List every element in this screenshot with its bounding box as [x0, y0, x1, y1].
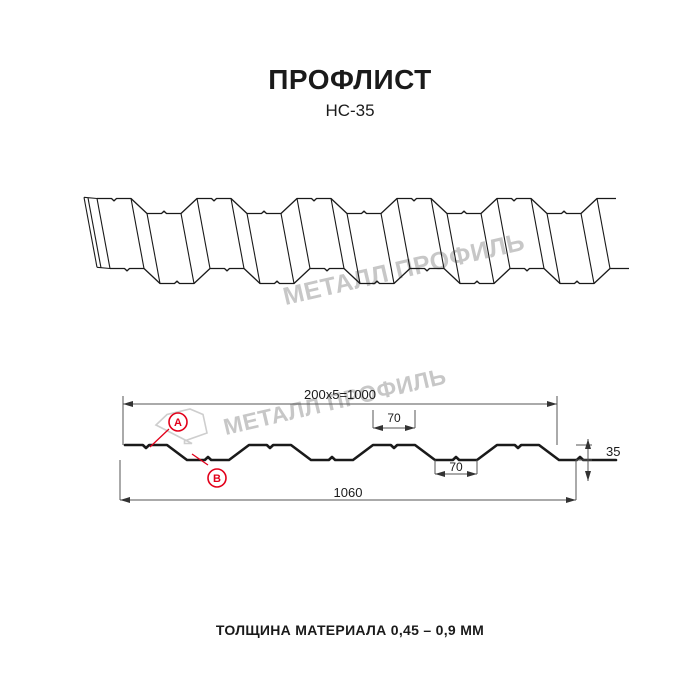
svg-text:A: A — [174, 417, 182, 429]
svg-text:200х5=1000: 200х5=1000 — [304, 387, 376, 402]
svg-text:70: 70 — [449, 460, 463, 474]
svg-text:70: 70 — [387, 411, 401, 425]
svg-text:1060: 1060 — [334, 485, 363, 500]
svg-text:B: B — [213, 473, 221, 485]
svg-text:35: 35 — [606, 444, 620, 459]
